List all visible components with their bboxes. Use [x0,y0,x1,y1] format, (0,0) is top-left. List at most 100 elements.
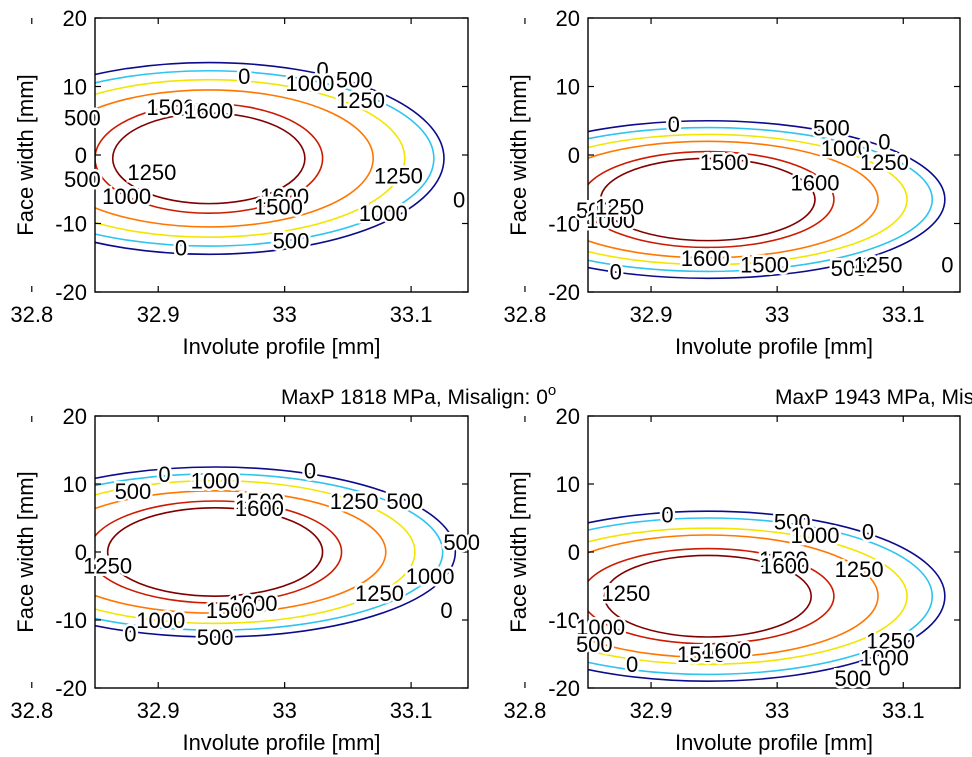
x-tick-label: 32.8 [10,302,53,327]
contour-line-1000 [95,78,406,238]
contour-label: 1500 [206,598,255,623]
x-tick-label: 33.1 [882,698,925,723]
x-axis-label: Involute profile [mm] [182,334,380,359]
contour-label: 0 [304,458,316,483]
contour-label: 1600 [229,591,278,616]
contour-label: 0 [238,64,250,89]
contour-line-1600 [106,506,324,597]
y-tick-label: 20 [556,404,580,429]
y-tick-label: -10 [548,212,580,237]
contour-line-0 [95,466,457,638]
x-tick-label: 33 [272,698,296,723]
y-tick-label: 10 [63,472,87,497]
contour-label: 1000 [102,184,151,209]
contour-line-1250 [95,490,387,614]
contour-label: 1500 [235,489,284,514]
y-tick-label: 20 [556,6,580,31]
contour-label: 1500 [254,194,303,219]
contour-label: 500 [831,256,868,281]
y-tick-label: 10 [556,472,580,497]
x-tick-label: 32.8 [10,698,53,723]
contour-label: 0 [661,503,673,528]
contour-label: 500 [197,625,234,650]
contour-line-1600 [599,157,816,242]
contour-label: 1000 [821,136,870,161]
y-tick-label: 0 [75,540,87,565]
contour-label: 500 [273,229,310,254]
contour-line-1250 [588,534,879,659]
contour-label: 500 [576,198,613,223]
contour-label: 1500 [740,253,789,278]
contour-label: 1600 [791,170,840,195]
contour-label: 1250 [374,164,423,189]
contour-label: 0 [878,656,890,681]
x-tick-label: 33.1 [390,698,433,723]
contour-label: 0 [158,462,170,487]
contour-line-0 [95,61,445,256]
contour-label: 1250 [595,194,644,219]
contour-label: 500 [115,479,152,504]
x-tick-label: 32.9 [630,698,673,723]
contour-label: 1250 [860,150,909,175]
contour-label: 1000 [285,71,334,96]
contour-label: 500 [443,530,480,555]
x-tick-label: 32.9 [137,302,180,327]
contour-label: 1000 [586,208,635,233]
y-tick-label: -10 [55,608,87,633]
contour-label: 0 [862,520,874,545]
y-tick-label: -20 [548,280,580,305]
contour-line-500 [95,473,444,631]
contour-line-0 [588,510,946,682]
contour-label: 0 [610,259,622,284]
contour-label: 0 [316,57,328,82]
contour-label: 0 [668,112,680,137]
contour-label: 500 [774,509,811,534]
contour-panel-bottom-right: MaxP 1943 MPa, Misalign: 0.08o Involute … [504,382,972,755]
contour-label: 0 [941,253,953,278]
y-axis-label: Face width [mm] [13,471,38,632]
y-tick-label: 0 [75,143,87,168]
y-tick-label: -10 [548,608,580,633]
contour-label: 1600 [235,496,284,521]
y-tick-label: 20 [63,6,87,31]
contour-label: 1500 [700,150,749,175]
contour-label: 1600 [184,98,233,123]
contour-label: 500 [834,666,871,691]
y-axis-label: Face width [mm] [506,471,531,632]
x-tick-label: 33 [765,698,789,723]
y-tick-label: 0 [568,143,580,168]
y-axis-label: Face width [mm] [506,74,531,235]
contour-line-1000 [95,479,416,625]
contour-line-500 [588,126,933,273]
contour-label: 1250 [330,489,379,514]
contour-label: 1500 [759,547,808,572]
x-tick-label: 32.8 [504,302,547,327]
contour-label: 500 [64,167,101,192]
contour-label: 0 [175,235,187,260]
contour-panel-top-right: Involute profile [mm] Face width [mm] 32… [504,6,961,359]
contour-label: 1600 [681,246,730,271]
contour-line-1500 [588,547,835,645]
contour-label: 1000 [136,608,185,633]
panel-title: MaxP 1943 MPa, Misalign: 0.08o [775,382,972,409]
x-tick-label: 33.1 [882,302,925,327]
x-axis-label: Involute profile [mm] [182,730,380,755]
y-tick-label: -10 [55,212,87,237]
contour-line-1600 [603,554,813,638]
y-tick-label: 0 [568,540,580,565]
contour-panel-bottom-left: MaxP 1818 MPa, Misalign: 0o Involute pro… [10,382,556,755]
contour-label: 1600 [260,184,309,209]
contour-label: 1250 [866,628,915,653]
contour-label: 0 [440,598,452,623]
y-tick-label: -20 [55,676,87,701]
contour-label: 1500 [677,642,726,667]
contour-line-1250 [588,140,879,259]
contour-label: 1000 [359,201,408,226]
contour-label: 1250 [336,88,385,113]
contour-line-1000 [588,133,908,266]
y-tick-label: -20 [55,280,87,305]
contour-label: 1000 [860,645,909,670]
y-tick-label: -20 [548,676,580,701]
contour-line-1600 [111,112,306,205]
